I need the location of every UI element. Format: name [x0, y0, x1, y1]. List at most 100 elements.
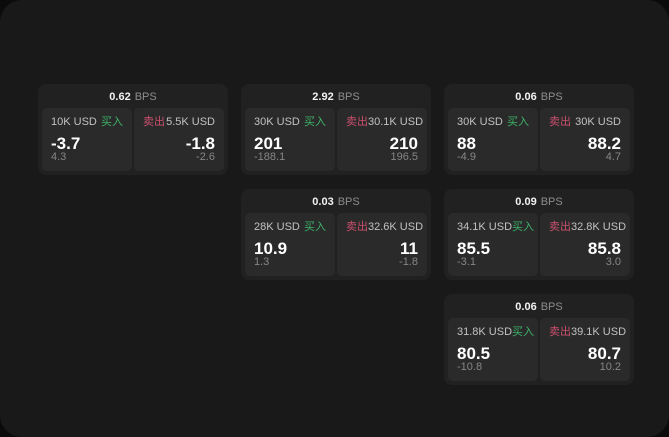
- sell-panel[interactable]: 卖出 32.8K USD 85.8 3.0: [540, 213, 630, 276]
- card-sides: 28K USD 买入 10.9 1.3 卖出 32.6K USD 11 -1.8: [241, 213, 431, 280]
- buy-panel[interactable]: 34.1K USD 买入 85.5 -3.1: [448, 213, 538, 276]
- bps-value: 0.09: [515, 195, 537, 208]
- sell-sub-value: 4.7: [605, 151, 621, 163]
- sell-price: -1.8: [185, 134, 215, 153]
- sell-panel[interactable]: 卖出 5.5K USD -1.8 -2.6: [134, 108, 224, 171]
- sell-price: 210: [389, 134, 418, 153]
- buy-price: 85.5: [457, 239, 491, 258]
- quote-cards-grid: 0.62 BPS 10K USD 买入 -3.7 4.3 卖出 5.5K USD…: [38, 84, 634, 385]
- buy-amount: 10K USD: [51, 116, 97, 128]
- buy-tag: 买入: [512, 326, 535, 338]
- sell-amount: 5.5K USD: [166, 116, 215, 128]
- sell-header-row: 卖出 39.1K USD: [549, 326, 626, 338]
- sell-panel[interactable]: 卖出 30K USD 88.2 4.7: [540, 108, 630, 171]
- bps-value: 0.62: [109, 90, 131, 103]
- sell-panel[interactable]: 卖出 39.1K USD 80.7 10.2: [540, 318, 630, 381]
- sell-amount: 32.6K USD: [368, 221, 424, 233]
- sell-price: 85.8: [587, 239, 621, 258]
- buy-price: 10.9: [254, 239, 288, 258]
- quote-card: 0.09 BPS 34.1K USD 买入 85.5 -3.1 卖出 32.8K…: [444, 189, 634, 280]
- card-header: 0.06 BPS: [444, 294, 634, 318]
- sell-tag: 卖出: [346, 116, 368, 128]
- quote-card: 2.92 BPS 30K USD 买入 201 -188.1 卖出 30.1K …: [241, 84, 431, 175]
- card-sides: 30K USD 买入 88 -4.9 卖出 30K USD 88.2 4.7: [444, 108, 634, 175]
- buy-header-row: 28K USD 买入: [254, 222, 326, 233]
- buy-price: 80.5: [457, 344, 491, 363]
- bps-unit-label: BPS: [337, 195, 360, 208]
- sell-price: 80.7: [587, 344, 621, 363]
- sell-amount: 32.8K USD: [571, 221, 627, 233]
- bps-value: 0.06: [515, 90, 537, 103]
- sell-panel[interactable]: 卖出 30.1K USD 210 196.5: [337, 108, 427, 171]
- buy-tag: 买入: [507, 116, 529, 128]
- sell-panel[interactable]: 卖出 32.6K USD 11 -1.8: [337, 213, 427, 276]
- buy-header-row: 10K USD 买入: [51, 117, 123, 128]
- buy-price: 201: [254, 134, 283, 153]
- buy-panel[interactable]: 30K USD 买入 88 -4.9: [448, 108, 538, 171]
- card-header: 0.03 BPS: [241, 189, 431, 213]
- bps-unit-label: BPS: [337, 90, 360, 103]
- card-sides: 31.8K USD 买入 80.5 -10.8 卖出 39.1K USD 80.…: [444, 318, 634, 385]
- sell-header-row: 卖出 30K USD: [549, 117, 621, 128]
- card-sides: 10K USD 买入 -3.7 4.3 卖出 5.5K USD -1.8 -2.…: [38, 108, 228, 175]
- buy-header-row: 31.8K USD 买入: [457, 326, 534, 338]
- buy-sub-value: -3.1: [457, 256, 476, 268]
- quote-card: 0.06 BPS 31.8K USD 买入 80.5 -10.8 卖出 39.1…: [444, 294, 634, 385]
- sell-sub-value: 10.2: [599, 361, 621, 373]
- card-header: 0.62 BPS: [38, 84, 228, 108]
- sell-tag: 卖出: [346, 221, 368, 233]
- buy-header-row: 30K USD 买入: [457, 117, 529, 128]
- card-sides: 34.1K USD 买入 85.5 -3.1 卖出 32.8K USD 85.8…: [444, 213, 634, 280]
- sell-price: 11: [400, 239, 418, 258]
- quote-card: 0.06 BPS 30K USD 买入 88 -4.9 卖出 30K USD 8…: [444, 84, 634, 175]
- sell-sub-value: 196.5: [390, 151, 418, 163]
- buy-sub-value: -4.9: [457, 151, 476, 163]
- buy-tag: 买入: [101, 116, 123, 128]
- card-header: 0.09 BPS: [444, 189, 634, 213]
- sell-tag: 卖出: [549, 326, 571, 338]
- buy-amount: 31.8K USD: [457, 326, 513, 338]
- buy-tag: 买入: [304, 221, 326, 233]
- bps-value: 0.06: [515, 300, 537, 313]
- sell-header-row: 卖出 5.5K USD: [143, 117, 215, 128]
- sell-price: 88.2: [587, 134, 621, 153]
- buy-sub-value: 1.3: [254, 256, 270, 268]
- buy-amount: 30K USD: [457, 116, 503, 128]
- quote-card: 0.03 BPS 28K USD 买入 10.9 1.3 卖出 32.6K US…: [241, 189, 431, 280]
- buy-tag: 买入: [512, 221, 535, 233]
- card-sides: 30K USD 买入 201 -188.1 卖出 30.1K USD 210 1…: [241, 108, 431, 175]
- bps-unit-label: BPS: [134, 90, 157, 103]
- buy-sub-value: -10.8: [457, 361, 483, 373]
- bps-value: 2.92: [312, 90, 334, 103]
- sell-sub-value: -2.6: [196, 151, 215, 163]
- sell-tag: 卖出: [549, 116, 571, 128]
- buy-sub-value: -188.1: [254, 151, 286, 163]
- sell-header-row: 卖出 30.1K USD: [346, 116, 423, 128]
- buy-header-row: 34.1K USD 买入: [457, 221, 534, 233]
- buy-panel[interactable]: 30K USD 买入 201 -188.1: [245, 108, 335, 171]
- sell-amount: 39.1K USD: [571, 326, 627, 338]
- buy-amount: 34.1K USD: [457, 221, 513, 233]
- sell-tag: 卖出: [549, 221, 571, 233]
- bps-value: 0.03: [312, 195, 334, 208]
- buy-header-row: 30K USD 买入: [254, 117, 326, 128]
- sell-header-row: 卖出 32.8K USD: [549, 221, 626, 233]
- buy-panel[interactable]: 31.8K USD 买入 80.5 -10.8: [448, 318, 538, 381]
- card-header: 0.06 BPS: [444, 84, 634, 108]
- buy-sub-value: 4.3: [51, 151, 67, 163]
- sell-amount: 30.1K USD: [368, 116, 424, 128]
- sell-sub-value: 3.0: [605, 256, 621, 268]
- bps-unit-label: BPS: [540, 195, 563, 208]
- sell-sub-value: -1.8: [399, 256, 418, 268]
- buy-panel[interactable]: 10K USD 买入 -3.7 4.3: [42, 108, 132, 171]
- bps-unit-label: BPS: [540, 300, 563, 313]
- buy-amount: 30K USD: [254, 116, 300, 128]
- buy-price: -3.7: [51, 134, 81, 153]
- sell-amount: 30K USD: [575, 116, 621, 128]
- buy-tag: 买入: [304, 116, 326, 128]
- buy-panel[interactable]: 28K USD 买入 10.9 1.3: [245, 213, 335, 276]
- bps-unit-label: BPS: [540, 90, 563, 103]
- buy-amount: 28K USD: [254, 221, 300, 233]
